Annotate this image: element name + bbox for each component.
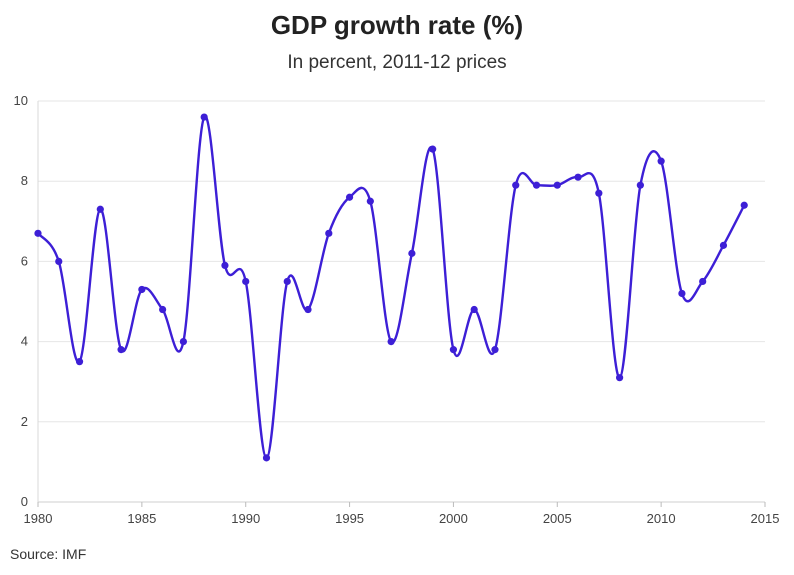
x-tick-label: 2005 [543, 511, 572, 526]
x-axis: 1980 1985 1990 1995 2000 2005 2010 2015 [24, 502, 780, 526]
x-tick-label: 2000 [439, 511, 468, 526]
data-point [75, 358, 84, 366]
data-point [719, 241, 728, 249]
data-point [699, 277, 707, 286]
x-tick-label: 1980 [24, 511, 53, 526]
data-point [325, 229, 333, 237]
y-tick-label: 4 [21, 334, 28, 349]
data-point [159, 305, 167, 314]
data-point [179, 338, 187, 346]
data-point [304, 305, 312, 314]
data-point [574, 173, 582, 181]
data-point [636, 181, 644, 189]
data-point [55, 257, 63, 265]
y-tick-label: 6 [21, 253, 28, 268]
data-point [553, 181, 561, 189]
series-layer [34, 113, 748, 462]
data-point [221, 261, 229, 270]
data-point [34, 229, 42, 237]
data-point [200, 113, 208, 121]
data-point [408, 249, 416, 257]
data-point [283, 277, 291, 286]
chart-subtitle: In percent, 2011-12 prices [287, 52, 507, 73]
data-point [678, 289, 686, 298]
data-point [740, 201, 748, 209]
data-point [512, 181, 520, 189]
x-tick-label: 2015 [751, 511, 780, 526]
data-point [491, 346, 499, 354]
chart-title: GDP growth rate (%) [270, 10, 524, 40]
gridlines [37, 100, 765, 503]
x-tick-label: 1990 [231, 511, 260, 526]
x-tick-label: 2010 [647, 511, 676, 526]
data-point [242, 277, 250, 286]
y-tick-label: 0 [21, 494, 28, 509]
data-point [345, 193, 354, 201]
data-point [657, 157, 665, 165]
data-point [96, 205, 104, 213]
data-point [449, 346, 458, 354]
x-tick-label: 1985 [127, 511, 156, 526]
x-tick-label: 1995 [335, 511, 364, 526]
y-axis: 0 2 4 6 8 10 [14, 93, 28, 509]
data-point [117, 346, 125, 354]
source-note: Source: IMF [10, 546, 87, 562]
data-point [138, 285, 146, 294]
data-point [532, 181, 541, 189]
data-point [366, 197, 374, 205]
data-point [595, 189, 603, 197]
data-point [616, 374, 624, 382]
data-point [387, 338, 395, 346]
y-tick-label: 2 [21, 414, 28, 429]
y-tick-label: 8 [21, 173, 28, 188]
y-tick-label: 10 [14, 93, 28, 108]
data-point [262, 454, 271, 462]
data-point [429, 145, 437, 153]
data-point [470, 305, 478, 314]
